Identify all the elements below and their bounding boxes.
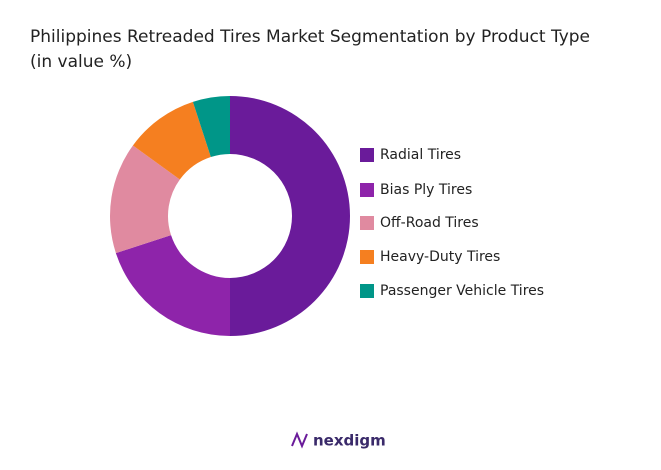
- legend-swatch: [360, 284, 374, 298]
- legend-swatch: [360, 216, 374, 230]
- legend-swatch: [360, 250, 374, 264]
- donut-slice: [110, 145, 180, 254]
- donut-slice: [192, 96, 230, 158]
- footer-logo: nexdigm: [291, 431, 386, 450]
- legend-label: Heavy-Duty Tires: [380, 249, 500, 265]
- legend-swatch: [360, 183, 374, 197]
- logo-icon: [291, 431, 308, 449]
- legend-swatch: [360, 148, 374, 162]
- legend-label: Off-Road Tires: [380, 215, 479, 231]
- chart-title: Philippines Retreaded Tires Market Segme…: [30, 27, 590, 47]
- donut-slice: [132, 101, 211, 180]
- legend-label: Radial Tires: [380, 147, 461, 163]
- legend-label: Passenger Vehicle Tires: [380, 283, 544, 299]
- legend-label: Bias Ply Tires: [380, 182, 472, 198]
- footer-text: nexdigm: [313, 432, 386, 450]
- donut-slice: [230, 96, 350, 336]
- chart-subtitle: (in value %): [30, 52, 132, 72]
- donut-slice: [115, 235, 230, 336]
